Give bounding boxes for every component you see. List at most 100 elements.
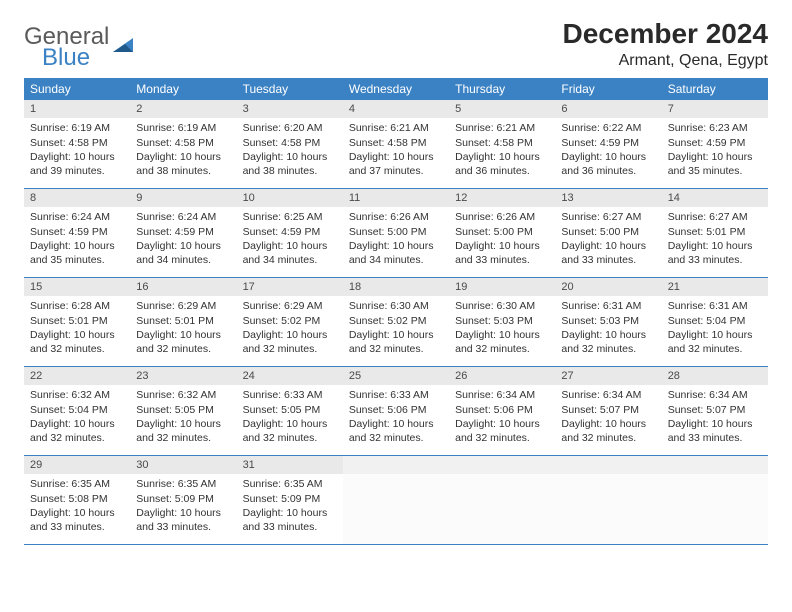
sunrise-line: Sunrise: 6:34 AM — [668, 388, 762, 402]
day-details: Sunrise: 6:34 AMSunset: 5:07 PMDaylight:… — [555, 385, 661, 451]
weekday-header: Thursday — [449, 78, 555, 100]
day-details: Sunrise: 6:33 AMSunset: 5:06 PMDaylight:… — [343, 385, 449, 451]
logo: General Blue — [24, 18, 137, 70]
day-number: 24 — [237, 367, 343, 385]
daylight-line: Daylight: 10 hours and 35 minutes. — [30, 239, 124, 267]
calendar-cell: 3Sunrise: 6:20 AMSunset: 4:58 PMDaylight… — [237, 100, 343, 189]
sunset-line: Sunset: 4:59 PM — [243, 225, 337, 239]
calendar-cell: 2Sunrise: 6:19 AMSunset: 4:58 PMDaylight… — [130, 100, 236, 189]
logo-triangle-icon — [111, 32, 137, 63]
sunset-line: Sunset: 4:58 PM — [136, 136, 230, 150]
sunset-line: Sunset: 4:59 PM — [561, 136, 655, 150]
calendar-row: 22Sunrise: 6:32 AMSunset: 5:04 PMDayligh… — [24, 367, 768, 456]
calendar-row: 15Sunrise: 6:28 AMSunset: 5:01 PMDayligh… — [24, 278, 768, 367]
daylight-line: Daylight: 10 hours and 32 minutes. — [30, 417, 124, 445]
calendar-cell: 10Sunrise: 6:25 AMSunset: 4:59 PMDayligh… — [237, 189, 343, 278]
day-number: 3 — [237, 100, 343, 118]
sunset-line: Sunset: 5:04 PM — [30, 403, 124, 417]
calendar-cell: 9Sunrise: 6:24 AMSunset: 4:59 PMDaylight… — [130, 189, 236, 278]
calendar-cell: 31Sunrise: 6:35 AMSunset: 5:09 PMDayligh… — [237, 456, 343, 545]
day-details: Sunrise: 6:21 AMSunset: 4:58 PMDaylight:… — [343, 118, 449, 184]
sunrise-line: Sunrise: 6:22 AM — [561, 121, 655, 135]
daylight-line: Daylight: 10 hours and 34 minutes. — [136, 239, 230, 267]
sunset-line: Sunset: 5:06 PM — [349, 403, 443, 417]
sunrise-line: Sunrise: 6:31 AM — [561, 299, 655, 313]
title-block: December 2024 Armant, Qena, Egypt — [563, 18, 768, 70]
sunrise-line: Sunrise: 6:33 AM — [243, 388, 337, 402]
weekday-header: Tuesday — [237, 78, 343, 100]
calendar-cell: 29Sunrise: 6:35 AMSunset: 5:08 PMDayligh… — [24, 456, 130, 545]
sunset-line: Sunset: 5:05 PM — [136, 403, 230, 417]
day-number: 26 — [449, 367, 555, 385]
daylight-line: Daylight: 10 hours and 33 minutes. — [668, 417, 762, 445]
sunset-line: Sunset: 4:59 PM — [668, 136, 762, 150]
sunset-line: Sunset: 5:04 PM — [668, 314, 762, 328]
day-number: 12 — [449, 189, 555, 207]
day-details: Sunrise: 6:32 AMSunset: 5:05 PMDaylight:… — [130, 385, 236, 451]
day-details: Sunrise: 6:26 AMSunset: 5:00 PMDaylight:… — [449, 207, 555, 273]
day-details: Sunrise: 6:24 AMSunset: 4:59 PMDaylight:… — [24, 207, 130, 273]
day-details: Sunrise: 6:35 AMSunset: 5:09 PMDaylight:… — [237, 474, 343, 540]
sunset-line: Sunset: 5:09 PM — [136, 492, 230, 506]
sunrise-line: Sunrise: 6:35 AM — [243, 477, 337, 491]
weekday-header: Sunday — [24, 78, 130, 100]
calendar-table: SundayMondayTuesdayWednesdayThursdayFrid… — [24, 78, 768, 545]
daylight-line: Daylight: 10 hours and 33 minutes. — [455, 239, 549, 267]
daylight-line: Daylight: 10 hours and 32 minutes. — [455, 417, 549, 445]
day-details: Sunrise: 6:35 AMSunset: 5:09 PMDaylight:… — [130, 474, 236, 540]
sunset-line: Sunset: 5:02 PM — [243, 314, 337, 328]
day-details: Sunrise: 6:19 AMSunset: 4:58 PMDaylight:… — [24, 118, 130, 184]
daylight-line: Daylight: 10 hours and 32 minutes. — [136, 417, 230, 445]
day-details: Sunrise: 6:31 AMSunset: 5:03 PMDaylight:… — [555, 296, 661, 362]
sunset-line: Sunset: 4:58 PM — [349, 136, 443, 150]
day-number: 13 — [555, 189, 661, 207]
day-number: 29 — [24, 456, 130, 474]
calendar-cell: 11Sunrise: 6:26 AMSunset: 5:00 PMDayligh… — [343, 189, 449, 278]
day-number: 18 — [343, 278, 449, 296]
calendar-cell: 14Sunrise: 6:27 AMSunset: 5:01 PMDayligh… — [662, 189, 768, 278]
sunset-line: Sunset: 5:00 PM — [561, 225, 655, 239]
day-details: Sunrise: 6:21 AMSunset: 4:58 PMDaylight:… — [449, 118, 555, 184]
sunrise-line: Sunrise: 6:19 AM — [30, 121, 124, 135]
daylight-line: Daylight: 10 hours and 32 minutes. — [561, 328, 655, 356]
day-number: 5 — [449, 100, 555, 118]
daylight-line: Daylight: 10 hours and 32 minutes. — [243, 417, 337, 445]
daylight-line: Daylight: 10 hours and 38 minutes. — [243, 150, 337, 178]
day-details: Sunrise: 6:34 AMSunset: 5:07 PMDaylight:… — [662, 385, 768, 451]
daylight-line: Daylight: 10 hours and 38 minutes. — [136, 150, 230, 178]
sunrise-line: Sunrise: 6:33 AM — [349, 388, 443, 402]
day-number: 25 — [343, 367, 449, 385]
daylight-line: Daylight: 10 hours and 34 minutes. — [243, 239, 337, 267]
daylight-line: Daylight: 10 hours and 36 minutes. — [455, 150, 549, 178]
daylight-line: Daylight: 10 hours and 33 minutes. — [561, 239, 655, 267]
daylight-line: Daylight: 10 hours and 33 minutes. — [668, 239, 762, 267]
calendar-row: 8Sunrise: 6:24 AMSunset: 4:59 PMDaylight… — [24, 189, 768, 278]
weekday-header: Friday — [555, 78, 661, 100]
daylight-line: Daylight: 10 hours and 37 minutes. — [349, 150, 443, 178]
day-number: 17 — [237, 278, 343, 296]
day-details: Sunrise: 6:19 AMSunset: 4:58 PMDaylight:… — [130, 118, 236, 184]
sunrise-line: Sunrise: 6:35 AM — [136, 477, 230, 491]
day-details: Sunrise: 6:25 AMSunset: 4:59 PMDaylight:… — [237, 207, 343, 273]
daylight-line: Daylight: 10 hours and 32 minutes. — [349, 328, 443, 356]
day-number: 27 — [555, 367, 661, 385]
day-number: 4 — [343, 100, 449, 118]
sunrise-line: Sunrise: 6:29 AM — [136, 299, 230, 313]
sunrise-line: Sunrise: 6:28 AM — [30, 299, 124, 313]
daylight-line: Daylight: 10 hours and 32 minutes. — [668, 328, 762, 356]
sunrise-line: Sunrise: 6:26 AM — [349, 210, 443, 224]
calendar-cell: 20Sunrise: 6:31 AMSunset: 5:03 PMDayligh… — [555, 278, 661, 367]
day-details: Sunrise: 6:23 AMSunset: 4:59 PMDaylight:… — [662, 118, 768, 184]
location: Armant, Qena, Egypt — [563, 52, 768, 70]
day-number: 19 — [449, 278, 555, 296]
day-details: Sunrise: 6:31 AMSunset: 5:04 PMDaylight:… — [662, 296, 768, 362]
header: General Blue December 2024 Armant, Qena,… — [24, 18, 768, 70]
daylight-line: Daylight: 10 hours and 33 minutes. — [243, 506, 337, 534]
day-number-empty — [662, 456, 768, 474]
sunrise-line: Sunrise: 6:21 AM — [455, 121, 549, 135]
calendar-cell: 28Sunrise: 6:34 AMSunset: 5:07 PMDayligh… — [662, 367, 768, 456]
day-number: 15 — [24, 278, 130, 296]
day-details: Sunrise: 6:33 AMSunset: 5:05 PMDaylight:… — [237, 385, 343, 451]
sunrise-line: Sunrise: 6:26 AM — [455, 210, 549, 224]
daylight-line: Daylight: 10 hours and 34 minutes. — [349, 239, 443, 267]
